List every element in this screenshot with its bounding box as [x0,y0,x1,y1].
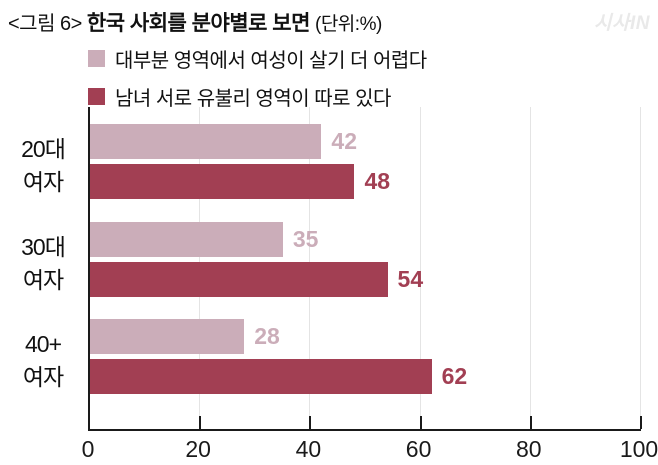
category-label-line: 여자 [22,266,64,293]
bar [90,319,245,354]
x-tick-100 [640,416,642,429]
x-tick-40 [309,416,311,429]
figure-label: <그림 6> [8,13,82,35]
bar-value-label: 28 [254,323,280,349]
x-axis-label-0: 0 [81,436,95,462]
plot-area: 42 48 35 54 28 62 [88,107,642,431]
bar [90,221,283,257]
x-axis-label-60: 60 [405,436,432,462]
x-axis-label-40: 40 [295,436,322,462]
bar-value-label: 48 [364,168,391,194]
x-axis-label-100: 100 [619,436,658,462]
x-axis-label-80: 80 [516,436,542,462]
bar [90,164,355,199]
bar-value-label: 62 [441,363,468,389]
bar-row-2-series-2: 54 [90,261,424,297]
figure-title-text: 한국 사회를 분야별로 보면 [86,12,311,35]
category-label-line: 여자 [22,169,64,195]
legend-label-dark: 남녀 서로 유불리 영역이 따로 있다 [115,88,391,110]
bar [90,261,388,297]
category-label-line: 30대 [21,233,66,260]
x-tick-60 [420,416,422,429]
unit-note: (단위:%) [315,14,382,35]
legend-swatch-light-icon [88,50,105,67]
bar-value-label: 35 [292,225,319,252]
bar-row-1-series-1: 42 [90,124,357,159]
category-label-line: 여자 [22,364,64,390]
category-label-3: 40+ 여자 [6,328,80,394]
category-label-line: 20대 [21,136,66,162]
bar-row-2-series-1: 35 [90,221,319,257]
bar-value-label: 54 [397,265,424,292]
x-axis-labels: 0 20 40 60 80 100 [0,436,658,464]
x-axis-label-20: 20 [185,436,211,462]
gridline-60 [420,107,421,429]
bar-row-3-series-1: 28 [90,319,280,354]
bar [90,359,432,394]
bar-row-1-series-2: 48 [90,164,390,199]
legend-item-dark: 남녀 서로 유불리 영역이 따로 있다 [88,82,427,111]
legend-swatch-dark-icon [88,88,105,105]
figure-title: <그림 6> 한국 사회를 분야별로 보면 (단위:%) [8,7,382,37]
category-label-line: 40+ [24,331,62,357]
legend: 대부분 영역에서 여성이 살기 더 어렵다 남녀 서로 유불리 영역이 따로 있… [88,44,427,111]
bar [90,124,322,159]
x-tick-80 [530,416,532,429]
gridline-100 [640,107,641,429]
legend-item-light: 대부분 영역에서 여성이 살기 더 어렵다 [88,44,427,73]
bar-value-label: 42 [331,128,357,154]
legend-label-light: 대부분 영역에서 여성이 살기 더 어렵다 [115,50,427,72]
x-tick-20 [199,416,201,429]
watermark-logo: 시사IN [594,13,650,34]
gridline-80 [530,107,531,429]
bar-row-3-series-2: 62 [90,359,467,394]
